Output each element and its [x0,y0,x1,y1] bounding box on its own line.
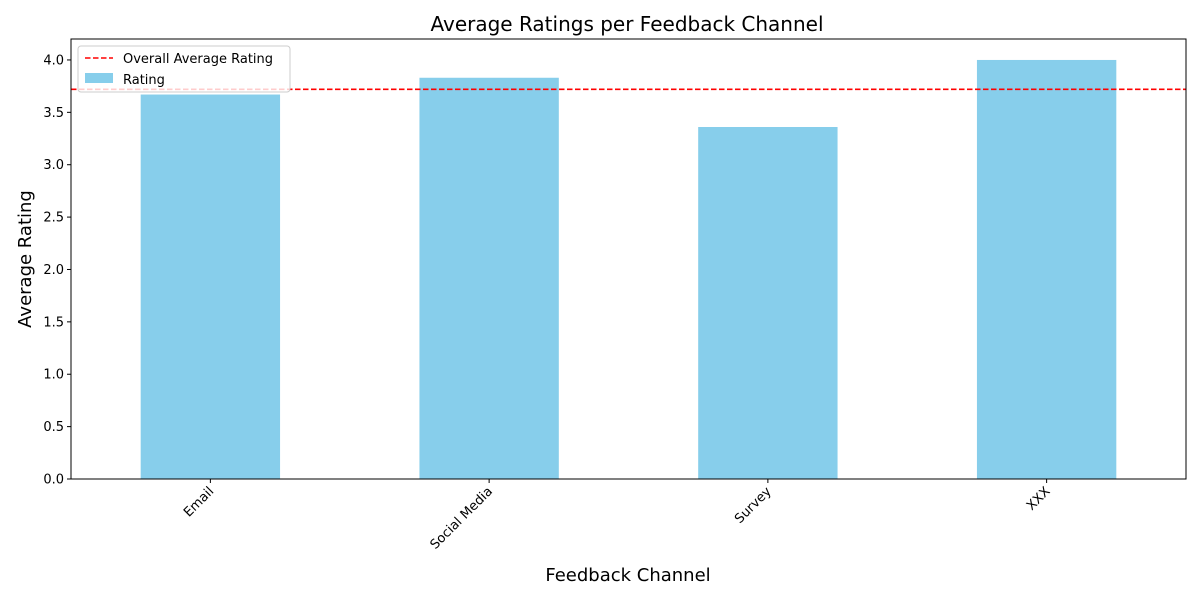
legend-reference-line-label: Overall Average Rating [123,52,273,67]
x-tick-label: Survey [732,484,775,527]
legend-box [77,45,291,93]
chart-title: Average Ratings per Feedback Channel [430,12,823,36]
legend-bar-swatch [85,73,113,83]
y-tick-label: 0.0 [43,473,64,488]
x-tick-label: Email [181,484,217,520]
y-tick-label: 0.5 [43,420,64,435]
bars-group [140,59,1117,480]
y-tick-label: 4.0 [43,53,64,68]
legend: Overall Average Rating Rating [77,45,291,93]
plot-frame [70,38,1187,480]
y-tick-label: 1.0 [43,368,64,383]
y-axis-label: Average Rating [15,190,36,328]
bar [976,59,1117,479]
y-tick-label: 3.5 [43,106,64,121]
y-tick-label: 1.5 [43,315,64,330]
y-tick-label: 2.5 [43,211,64,226]
y-tick-label: 2.0 [43,263,64,278]
y-tick-label: 3.0 [43,158,64,173]
y-axis-ticks: 0.0 0.5 1.0 1.5 2.0 2.5 3.0 3.5 4.0 [43,53,71,488]
x-axis-ticks: Email Social Media Survey XXX [181,479,1054,553]
legend-bar-label: Rating [123,73,165,88]
x-tick-label: XXX [1024,484,1054,514]
x-tick-label: Social Media [428,484,496,552]
bar [419,77,559,479]
bar [140,94,281,480]
bar [698,127,838,479]
x-axis-label: Feedback Channel [545,565,710,586]
